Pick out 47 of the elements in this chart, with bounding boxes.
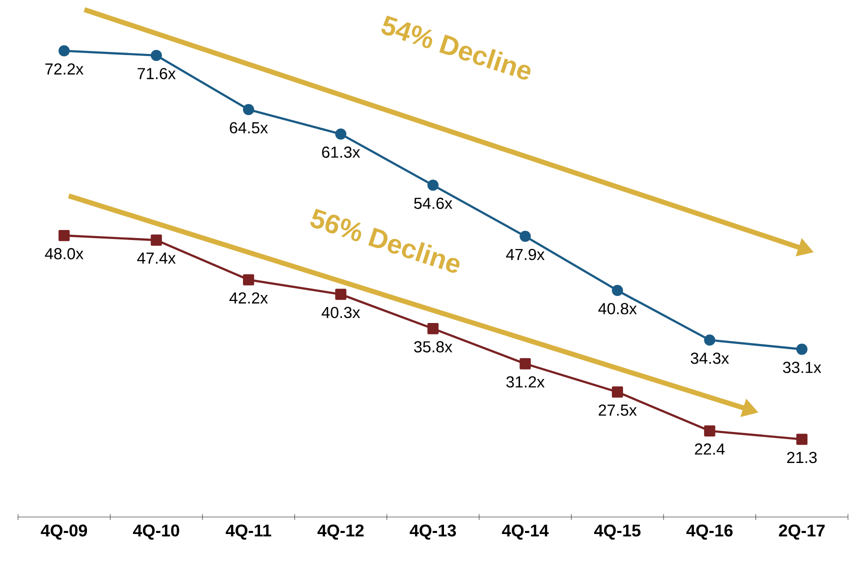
point (427, 180, 439, 191)
data-label: 40.8x (598, 303, 637, 314)
point (612, 284, 624, 296)
point (150, 50, 162, 61)
data-label: 27.5x (598, 404, 637, 416)
x-tick-label: 4Q-16 (686, 524, 733, 540)
point (796, 434, 808, 445)
data-label: 35.8x (414, 341, 452, 352)
data-label: 54.6x (414, 198, 452, 209)
data-label: 47.9x (506, 248, 545, 260)
point (58, 230, 70, 242)
data-label: 47.4x (137, 252, 176, 264)
point (242, 274, 254, 286)
data-label: 34.3x (690, 352, 729, 364)
point (150, 234, 162, 246)
point (796, 344, 808, 355)
point (520, 358, 531, 370)
data-label: 64.5x (230, 122, 268, 134)
data-label: 72.2x (45, 63, 84, 74)
data-label: 33.1x (783, 362, 822, 374)
point (704, 334, 716, 346)
x-tick-label: 4Q-12 (317, 524, 364, 540)
x-tick-label: 4Q-09 (40, 524, 88, 540)
point (242, 104, 254, 116)
point (612, 386, 624, 398)
data-label: 22.4 (694, 443, 725, 455)
point (335, 128, 346, 140)
point (520, 230, 531, 242)
point (427, 323, 439, 334)
x-tick-label: 4Q-13 (410, 524, 456, 540)
x-tick-label: 4Q-14 (502, 524, 549, 540)
annotation: 56% Decline (310, 208, 460, 273)
data-label: 71.6x (138, 68, 176, 80)
point (335, 288, 346, 300)
data-label: 61.3x (322, 146, 360, 158)
x-tick-label: 4Q-11 (226, 524, 272, 540)
point (58, 45, 70, 56)
x-tick-label: 4Q-10 (133, 524, 180, 540)
x-tick-label: 2Q-17 (778, 524, 825, 540)
data-label: 48.0x (44, 248, 84, 260)
annotation: 54% Decline (381, 16, 530, 80)
data-label: 31.2x (506, 376, 545, 388)
data-label: 21.3 (787, 452, 817, 464)
data-label: 40.3x (322, 306, 360, 318)
point (704, 425, 716, 436)
data-label: 42.2x (229, 292, 268, 304)
x-tick-label: 4Q-15 (594, 524, 641, 540)
